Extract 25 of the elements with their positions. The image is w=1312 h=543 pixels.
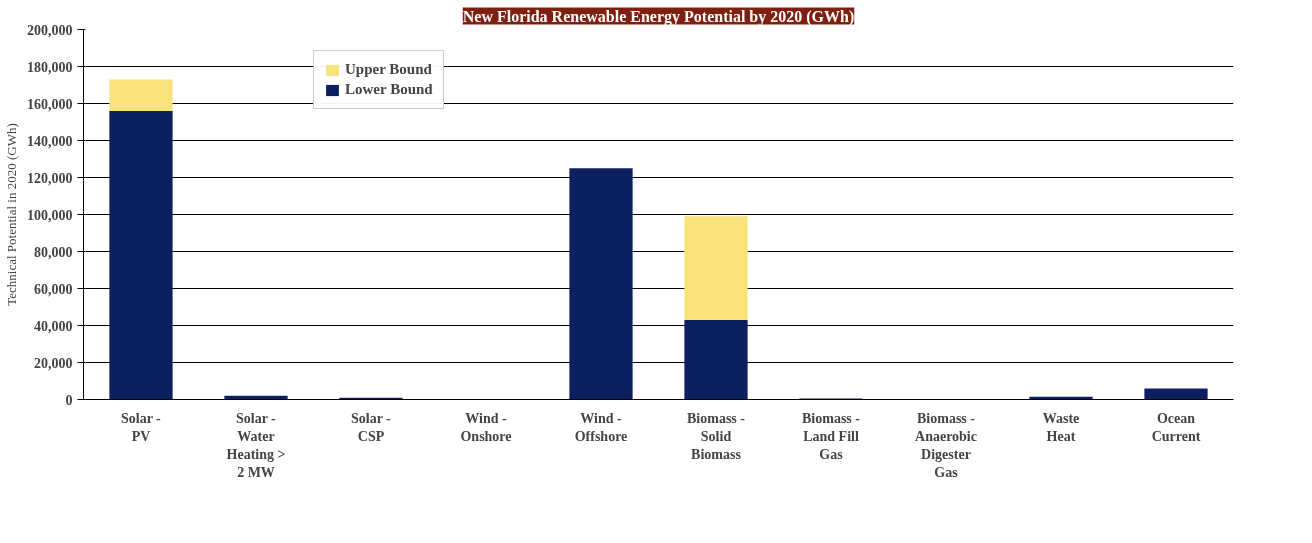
legend-label: Upper Bound — [345, 61, 432, 78]
x-tick-label: Biomass - Land Fill Gas — [802, 410, 861, 462]
x-tick-label: Solar - PV — [120, 410, 162, 444]
y-tick-label: 160,000 — [27, 96, 73, 112]
y-tick-label: 60,000 — [34, 281, 73, 297]
y-axis-title: Technical Potential in 2020 (GWh) — [4, 123, 19, 306]
y-tick-label: 20,000 — [34, 355, 73, 371]
x-tick-label: Ocean Current — [1151, 410, 1201, 444]
y-tick-label: 0 — [65, 392, 73, 408]
y-tick-label: 140,000 — [27, 133, 73, 149]
x-tick-label: Wind - Onshore — [460, 410, 512, 444]
x-tick-label: Waste Heat — [1042, 410, 1080, 444]
x-tick-label: Biomass - Solid Biomass — [687, 410, 746, 462]
x-tick-label: Biomass - Anaerobic Digester Gas — [915, 410, 977, 480]
x-tick-label: Solar - CSP — [350, 410, 392, 444]
y-tick-label: 100,000 — [27, 207, 73, 223]
x-tick-label: Solar - Water Heating > 2 MW — [226, 410, 286, 480]
y-tick-label: 180,000 — [27, 59, 73, 75]
y-tick-label: 80,000 — [34, 244, 73, 260]
y-tick-label: 200,000 — [27, 22, 73, 38]
y-tick-label: 120,000 — [27, 170, 73, 186]
legend-label: Lower Bound — [345, 81, 433, 98]
x-tick-label: Wind - Offshore — [574, 410, 628, 444]
chart-title: New Florida Renewable Energy Potential by 2020 (GWh) — [462, 7, 855, 26]
y-tick-label: 40,000 — [34, 318, 73, 334]
